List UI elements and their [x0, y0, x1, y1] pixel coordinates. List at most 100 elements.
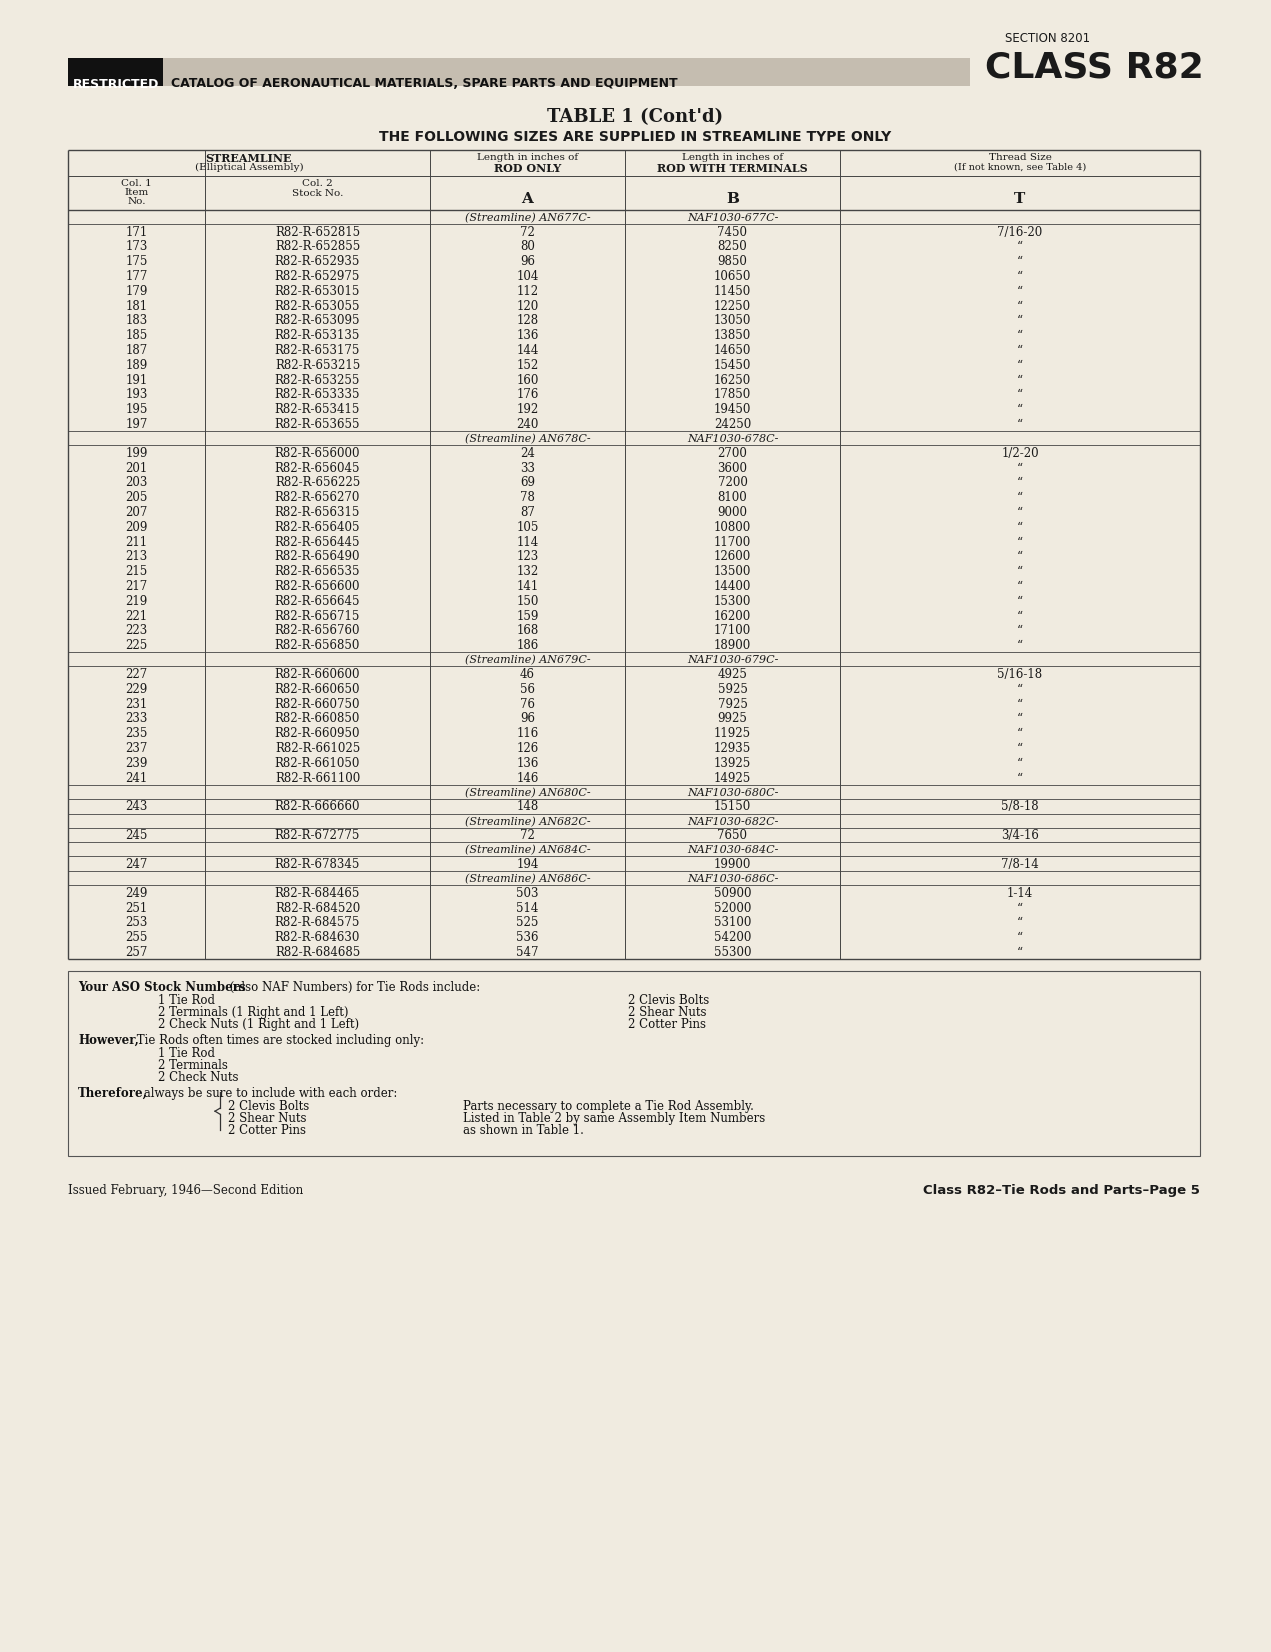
Text: 159: 159: [516, 610, 539, 623]
Text: 227: 227: [126, 667, 147, 681]
Text: R82-R-660650: R82-R-660650: [275, 682, 360, 695]
Text: 4925: 4925: [718, 667, 747, 681]
Bar: [69, 58, 163, 86]
Text: R82-R-684575: R82-R-684575: [275, 917, 360, 930]
Text: 11925: 11925: [714, 727, 751, 740]
Text: R82-R-656850: R82-R-656850: [275, 639, 360, 653]
Text: as shown in Table 1.: as shown in Table 1.: [463, 1125, 583, 1137]
Text: 16250: 16250: [714, 373, 751, 387]
Text: 141: 141: [516, 580, 539, 593]
Text: 257: 257: [126, 947, 147, 960]
Text: 503: 503: [516, 887, 539, 900]
Text: 55300: 55300: [714, 947, 751, 960]
Text: 105: 105: [516, 520, 539, 534]
Text: (Streamline) AN680C-: (Streamline) AN680C-: [465, 788, 590, 798]
Text: 2 Clevis Bolts: 2 Clevis Bolts: [228, 1100, 309, 1113]
Text: “: “: [1017, 610, 1023, 623]
Text: R82-R-684630: R82-R-684630: [275, 932, 360, 945]
Text: NAF1030-679C-: NAF1030-679C-: [686, 656, 778, 666]
Text: “: “: [1017, 535, 1023, 548]
Text: 192: 192: [516, 403, 539, 416]
Text: A: A: [521, 192, 534, 206]
Text: 12600: 12600: [714, 550, 751, 563]
Text: 237: 237: [126, 742, 147, 755]
Text: 24250: 24250: [714, 418, 751, 431]
Text: R82-R-661050: R82-R-661050: [275, 757, 360, 770]
Text: 2 Terminals (1 Right and 1 Left): 2 Terminals (1 Right and 1 Left): [158, 1006, 348, 1019]
Text: “: “: [1017, 241, 1023, 253]
Text: “: “: [1017, 771, 1023, 785]
Text: CLASS R82: CLASS R82: [985, 50, 1204, 84]
Text: 195: 195: [126, 403, 147, 416]
Text: Length in inches of: Length in inches of: [477, 154, 578, 162]
Text: 177: 177: [126, 269, 147, 282]
Text: 221: 221: [126, 610, 147, 623]
Text: 225: 225: [126, 639, 147, 653]
Text: “: “: [1017, 580, 1023, 593]
Text: R82-R-656225: R82-R-656225: [275, 476, 360, 489]
Text: 247: 247: [126, 857, 147, 871]
Text: “: “: [1017, 727, 1023, 740]
Text: 235: 235: [126, 727, 147, 740]
Text: R82-R-656645: R82-R-656645: [275, 595, 360, 608]
Text: 217: 217: [126, 580, 147, 593]
Text: “: “: [1017, 476, 1023, 489]
Text: T: T: [1014, 192, 1026, 206]
Text: R82-R-656535: R82-R-656535: [275, 565, 360, 578]
Text: “: “: [1017, 682, 1023, 695]
Text: “: “: [1017, 358, 1023, 372]
Text: ROD ONLY: ROD ONLY: [494, 164, 561, 173]
Text: R82-R-661025: R82-R-661025: [275, 742, 360, 755]
Text: 207: 207: [126, 506, 147, 519]
Text: R82-R-652975: R82-R-652975: [275, 269, 360, 282]
Text: 231: 231: [126, 697, 147, 710]
Text: 15450: 15450: [714, 358, 751, 372]
Text: R82-R-656490: R82-R-656490: [275, 550, 360, 563]
Text: Parts necessary to complete a Tie Rod Assembly.: Parts necessary to complete a Tie Rod As…: [463, 1100, 754, 1113]
Text: 525: 525: [516, 917, 539, 930]
Text: “: “: [1017, 757, 1023, 770]
Text: R82-R-653255: R82-R-653255: [275, 373, 360, 387]
Text: “: “: [1017, 344, 1023, 357]
Text: 16200: 16200: [714, 610, 751, 623]
Text: 171: 171: [126, 226, 147, 238]
Text: R82-R-653415: R82-R-653415: [275, 403, 360, 416]
Text: 114: 114: [516, 535, 539, 548]
Text: 219: 219: [126, 595, 147, 608]
Text: R82-R-656270: R82-R-656270: [275, 491, 360, 504]
Text: 13850: 13850: [714, 329, 751, 342]
Text: 5/16-18: 5/16-18: [998, 667, 1042, 681]
Text: TABLE 1 (Cont'd): TABLE 1 (Cont'd): [547, 107, 723, 126]
Text: 1/2-20: 1/2-20: [1002, 446, 1038, 459]
Text: R82-R-653135: R82-R-653135: [275, 329, 360, 342]
Text: “: “: [1017, 520, 1023, 534]
Text: R82-R-661100: R82-R-661100: [275, 771, 360, 785]
Text: 126: 126: [516, 742, 539, 755]
Text: “: “: [1017, 550, 1023, 563]
Text: R82-R-653655: R82-R-653655: [275, 418, 360, 431]
Text: 17100: 17100: [714, 624, 751, 638]
Text: R82-R-672775: R82-R-672775: [275, 829, 360, 843]
Text: R82-R-656600: R82-R-656600: [275, 580, 360, 593]
Text: 120: 120: [516, 299, 539, 312]
Text: 185: 185: [126, 329, 147, 342]
Text: “: “: [1017, 418, 1023, 431]
Text: 201: 201: [126, 461, 147, 474]
Text: However,: However,: [78, 1034, 139, 1047]
Text: 132: 132: [516, 565, 539, 578]
Text: Item: Item: [125, 188, 149, 197]
Text: 76: 76: [520, 697, 535, 710]
Text: “: “: [1017, 932, 1023, 945]
Text: 136: 136: [516, 329, 539, 342]
Text: 11450: 11450: [714, 284, 751, 297]
Text: 223: 223: [126, 624, 147, 638]
Text: 240: 240: [516, 418, 539, 431]
Text: B: B: [726, 192, 738, 206]
Text: R82-R-653215: R82-R-653215: [275, 358, 360, 372]
Text: “: “: [1017, 697, 1023, 710]
Text: 2 Terminals: 2 Terminals: [158, 1059, 228, 1072]
Text: Listed in Table 2 by same Assembly Item Numbers: Listed in Table 2 by same Assembly Item …: [463, 1112, 765, 1125]
Text: NAF1030-682C-: NAF1030-682C-: [686, 816, 778, 826]
Text: 123: 123: [516, 550, 539, 563]
Text: CATALOG OF AERONAUTICAL MATERIALS, SPARE PARTS AND EQUIPMENT: CATALOG OF AERONAUTICAL MATERIALS, SPARE…: [172, 78, 677, 89]
